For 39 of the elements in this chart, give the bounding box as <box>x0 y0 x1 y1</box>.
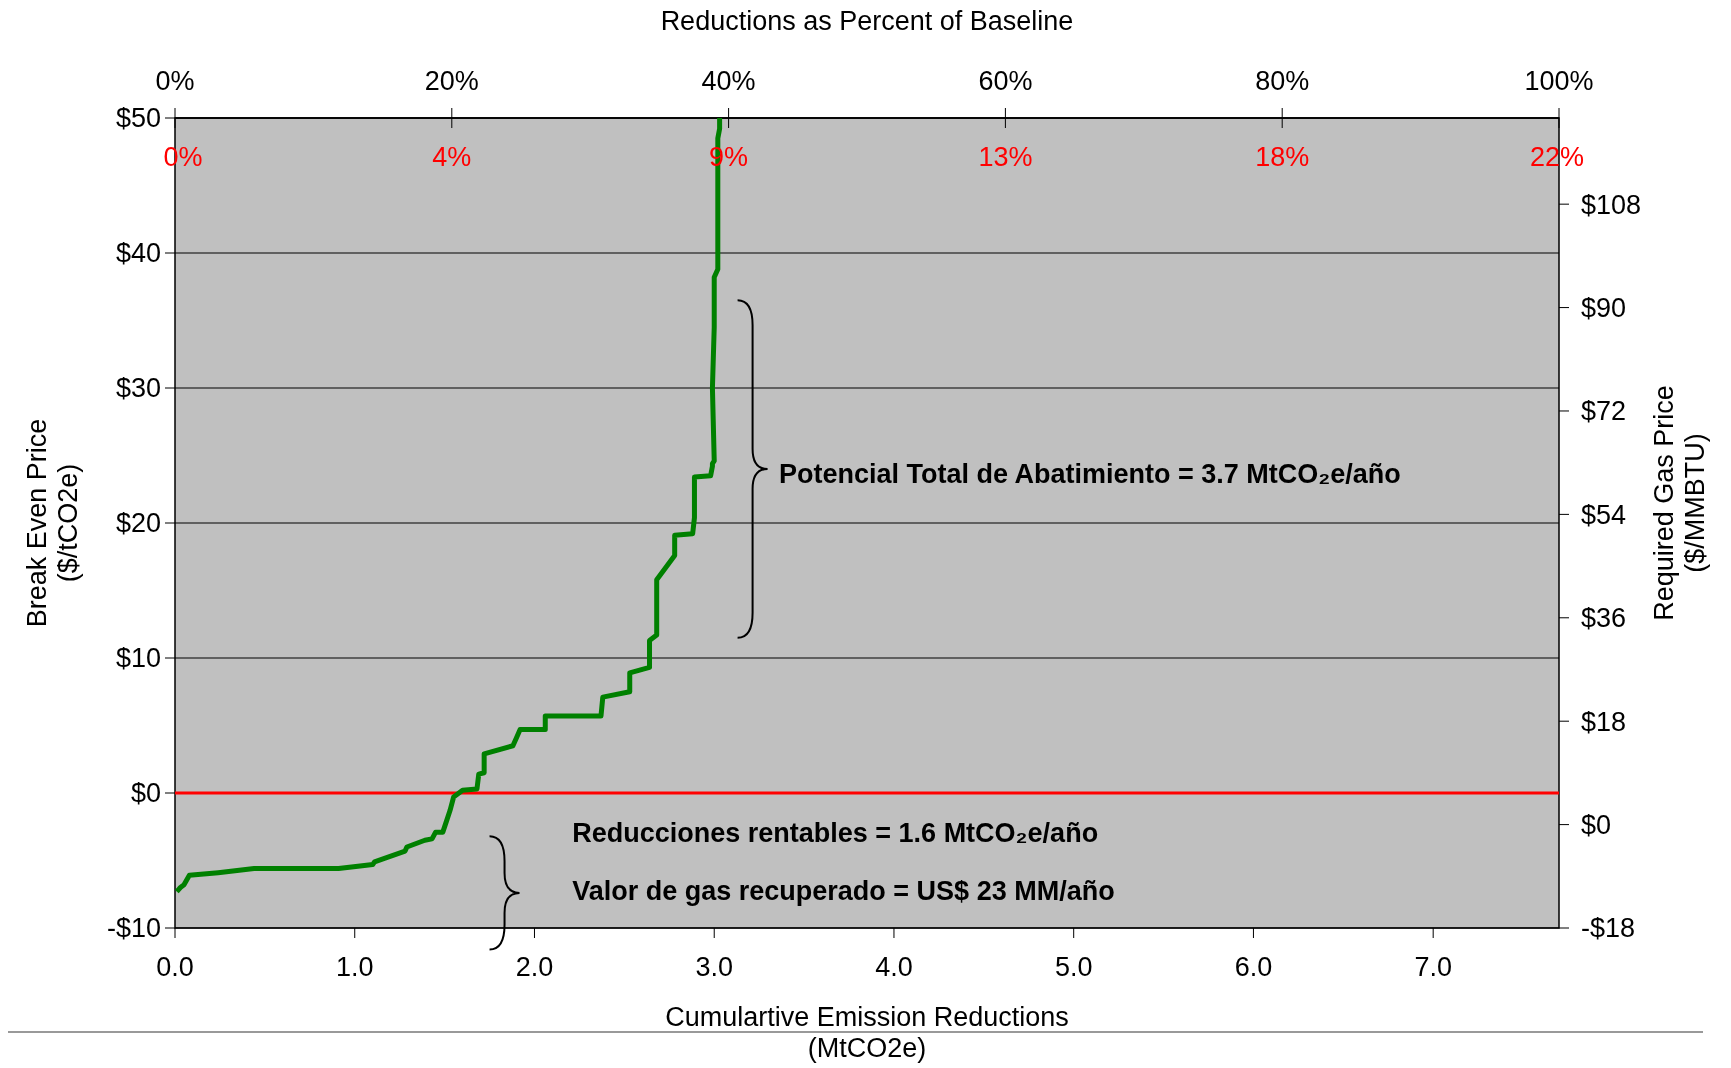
x-tick-label: 5.0 <box>1054 952 1093 982</box>
y2-tick-label: $18 <box>1581 706 1627 737</box>
x-tick-label: 1.0 <box>335 952 374 982</box>
annotation: Potencial Total de Abatimiento = 3.7 MtCO₂e/año <box>778 458 1401 489</box>
y-tick-label: $10 <box>115 643 161 674</box>
annotation: Reducciones rentables = 1.6 MtCO₂e/año <box>572 817 1099 848</box>
y-axis-title: Break Even Price ($/tCO2e) <box>22 418 84 628</box>
y2-tick-label: $36 <box>1581 603 1627 634</box>
x-tick-label: 7.0 <box>1414 952 1452 982</box>
x2-tick-label: 60% <box>978 66 1033 96</box>
annotation: 13% <box>978 142 1033 172</box>
annotation: 18% <box>1255 142 1310 172</box>
y-tick-label: -$10 <box>106 913 161 944</box>
y-tick-label: $20 <box>115 508 161 539</box>
x-axis-title: Cumulartive Emission Reductions (MtCO2e) <box>665 1002 1069 1064</box>
x2-tick-label: 0% <box>155 66 195 96</box>
x2-axis-title: Reductions as Percent of Baseline <box>660 6 1074 36</box>
x2-tick-label: 100% <box>1524 66 1594 96</box>
y2-tick-label: $72 <box>1581 396 1627 427</box>
x2-tick-label: 40% <box>701 66 756 96</box>
y-tick-label: $30 <box>115 373 161 404</box>
x-tick-label: 2.0 <box>515 952 554 982</box>
y-tick-label: $0 <box>130 778 161 809</box>
x-tick-label: 4.0 <box>875 952 913 982</box>
y2-tick-label: $54 <box>1581 499 1627 530</box>
y-tick-label: $40 <box>115 238 161 269</box>
x2-tick-label: 20% <box>424 66 479 96</box>
y-tick-label: $50 <box>115 103 161 134</box>
y2-tick-label: -$18 <box>1581 913 1636 944</box>
x2-tick-label: 80% <box>1255 66 1310 96</box>
x-tick-label: 0.0 <box>156 952 194 982</box>
y2-tick-label: $0 <box>1581 810 1612 841</box>
annotation: Valor de gas recuperado = US$ 23 MM/año <box>572 875 1115 906</box>
annotation: 4% <box>432 142 472 172</box>
x-tick-label: 6.0 <box>1234 952 1273 982</box>
x-tick-label: 3.0 <box>695 952 733 982</box>
y2-tick-label: $90 <box>1581 293 1627 324</box>
y2-axis-title: Required Gas Price ($/MMBTU) <box>1649 385 1711 621</box>
y2-tick-label: $108 <box>1581 189 1642 220</box>
